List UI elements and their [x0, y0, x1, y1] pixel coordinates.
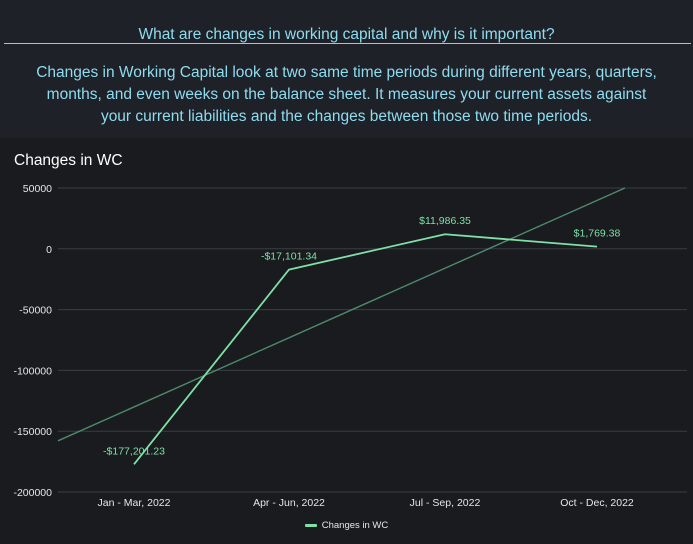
chart-title: Changes in WC [14, 152, 123, 169]
divider [4, 43, 691, 44]
x-tick-label: Jan - Mar, 2022 [98, 497, 171, 509]
faq-body: Changes in Working Capital look at two s… [0, 62, 693, 128]
x-tick-label: Apr - Jun, 2022 [253, 497, 325, 509]
y-tick-label: -100000 [13, 365, 52, 377]
legend-swatch [304, 524, 317, 527]
trendline [57, 187, 626, 442]
faq-body-line: months, and even weeks on the balance sh… [46, 86, 647, 103]
y-tick-label: -200000 [13, 487, 52, 499]
faq-body-line: your current liabilities and the changes… [100, 108, 593, 125]
data-label: $11,986.35 [419, 215, 471, 227]
faq-title: What are changes in working capital and … [138, 26, 555, 43]
faq-body-line: Changes in Working Capital look at two s… [36, 64, 657, 81]
chart-panel [0, 138, 693, 544]
legend-label: Changes in WC [321, 520, 389, 531]
y-tick-label: -150000 [13, 426, 52, 438]
x-tick-label: Jul - Sep, 2022 [410, 497, 481, 509]
data-label: $1,769.38 [574, 228, 621, 240]
data-label: -$17,101.34 [261, 251, 317, 263]
chart-legend[interactable]: Changes in WC [0, 520, 693, 531]
series-line [133, 233, 598, 465]
x-tick-label: Oct - Dec, 2022 [560, 497, 634, 509]
y-tick-label: 0 [46, 244, 52, 256]
y-tick-label: -50000 [19, 305, 52, 317]
data-label: -$177,201.23 [103, 445, 165, 457]
y-tick-label: 50000 [23, 183, 52, 195]
